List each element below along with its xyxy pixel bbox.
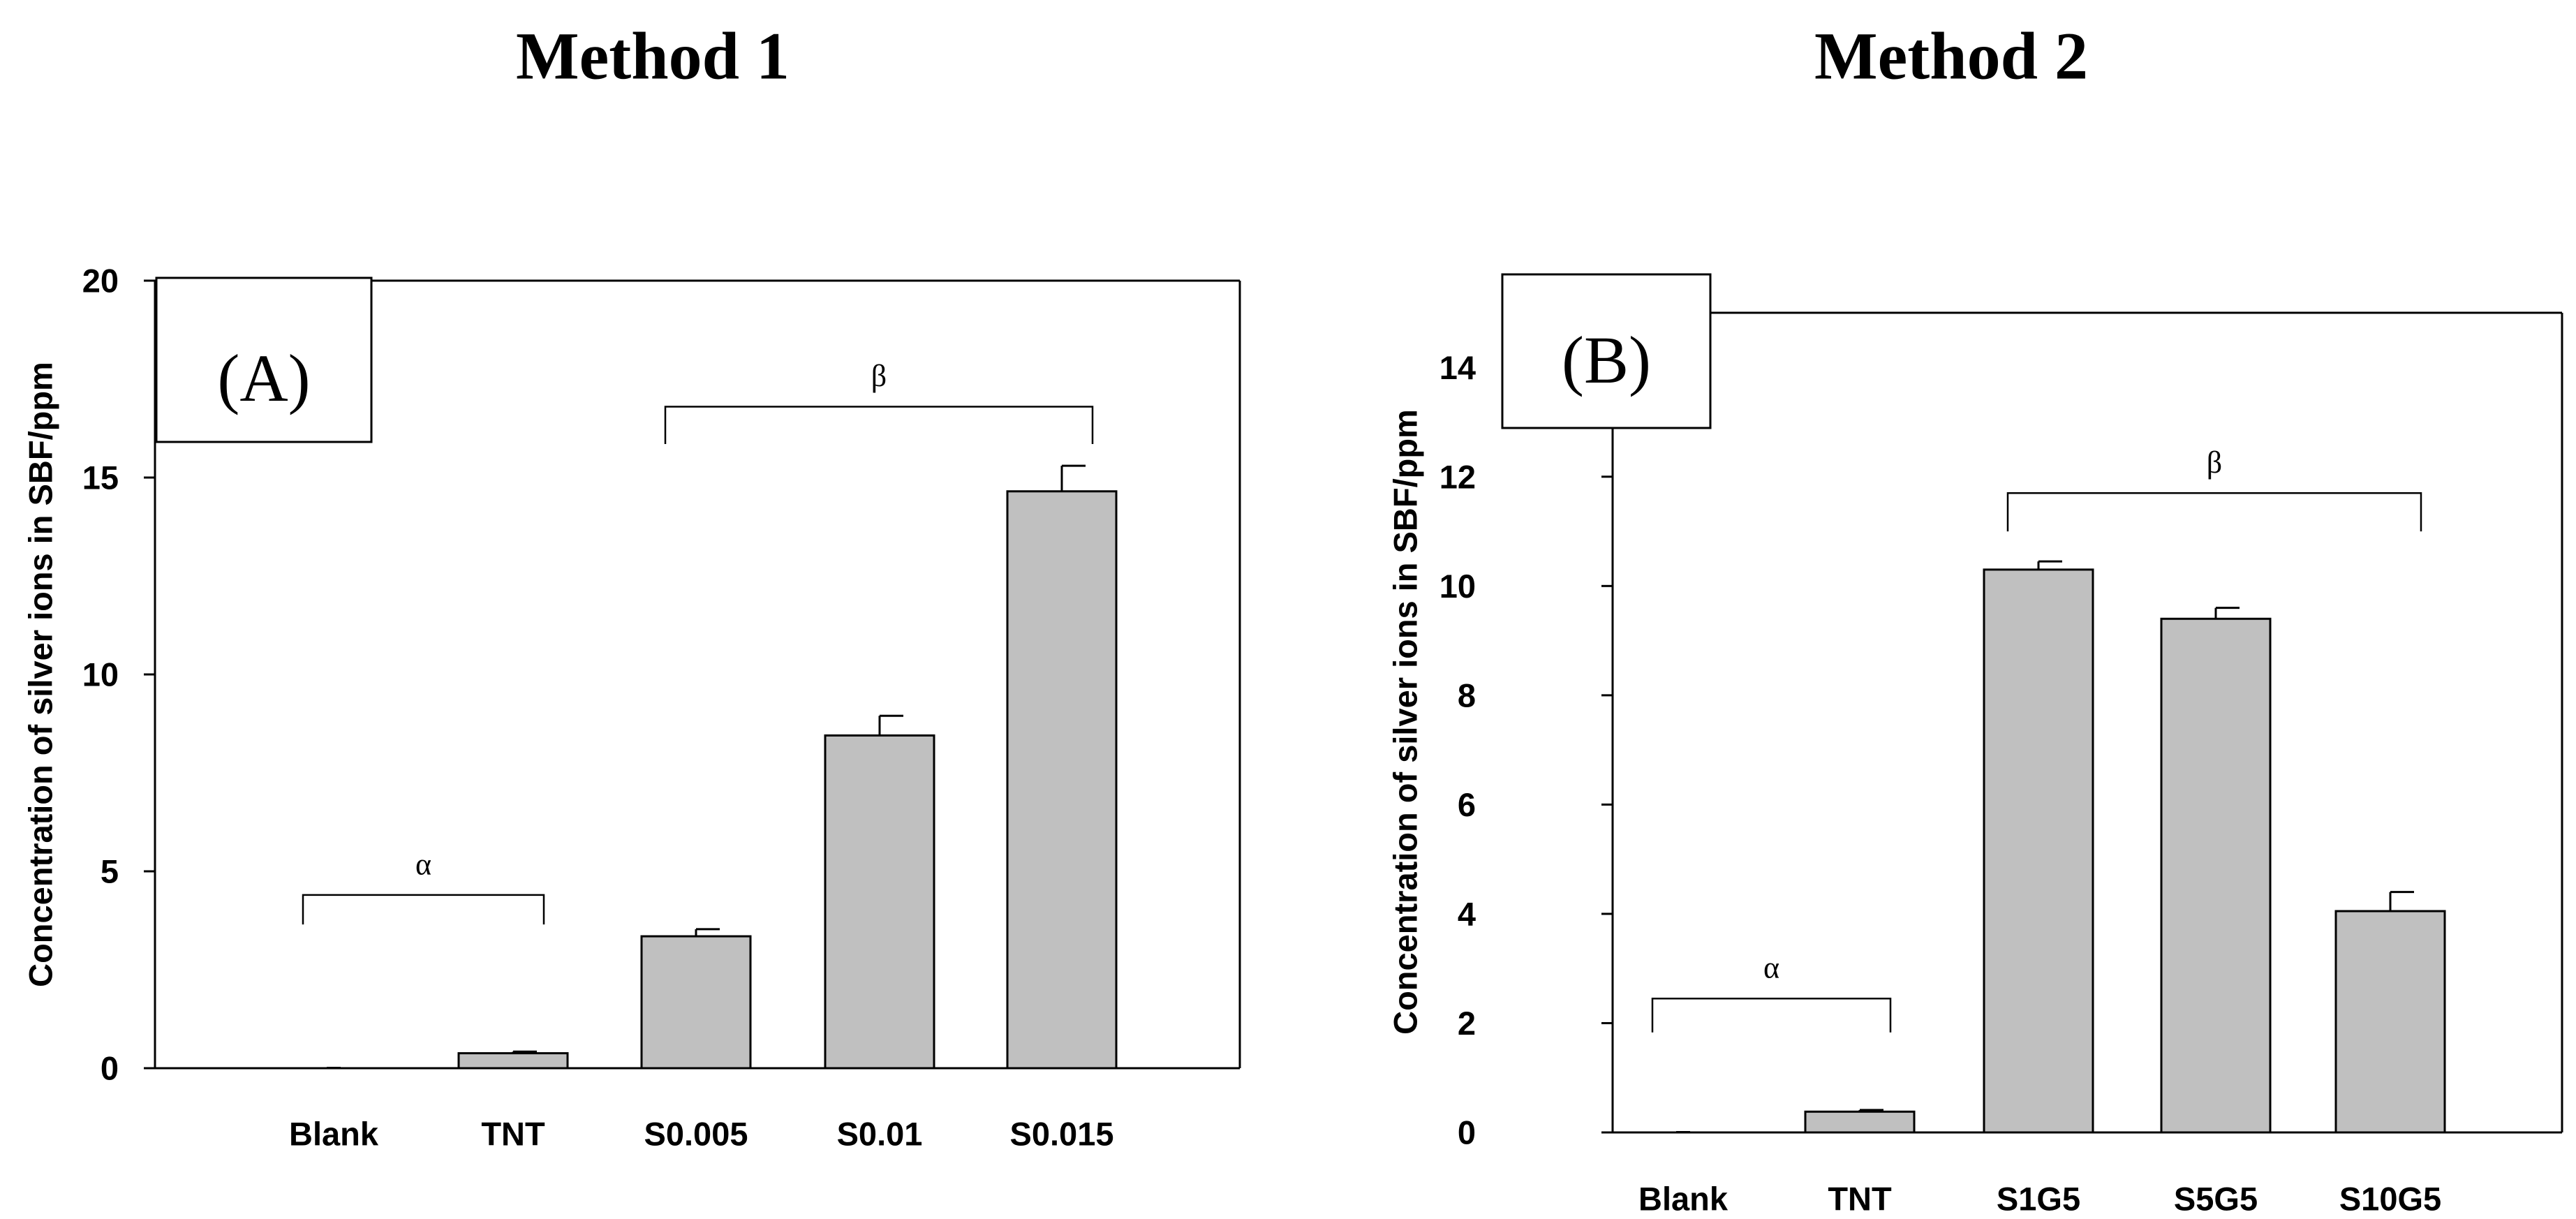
y-tick-label: 10	[82, 656, 119, 693]
x-tick-label: S0.005	[644, 1116, 748, 1153]
significance-symbol: β	[871, 359, 887, 393]
y-tick-label: 15	[82, 459, 119, 496]
x-tick-label: S5G5	[2174, 1181, 2258, 1218]
bar	[457, 1052, 569, 1070]
y-tick-label: 6	[1458, 786, 1476, 823]
y-tick-label: 2	[1458, 1005, 1476, 1042]
y-tick-label: 0	[1458, 1114, 1476, 1151]
bar	[1006, 490, 1118, 1070]
y-tick-label: 10	[1439, 568, 1476, 605]
x-tick-label: S0.01	[837, 1116, 923, 1153]
chart-method-1: Method 1 0 5 10 15 20 Concentration of silver …	[22, 19, 1241, 1153]
y-tick-label: 14	[1439, 349, 1476, 386]
chart-title: Method 2	[1814, 19, 2088, 94]
x-tick-label: Blank	[289, 1116, 379, 1153]
bar	[1804, 1110, 1916, 1134]
x-tick-label: S10G5	[2339, 1181, 2441, 1218]
y-tick-label: 20	[82, 263, 119, 300]
panel-label-box	[1501, 273, 1712, 429]
bar	[1983, 568, 2094, 1134]
panel-label: (A)	[217, 341, 310, 415]
y-tick-label: 12	[1439, 458, 1476, 495]
chart-title: Method 1	[516, 19, 790, 94]
panel-label: (B)	[1562, 323, 1651, 397]
significance-symbol: β	[2207, 445, 2222, 480]
x-tick-label: TNT	[1828, 1181, 1892, 1218]
y-tick-label: 5	[101, 853, 119, 890]
y-axis-label: Concentration of silver ions in SBF/ppm	[1387, 409, 1424, 1035]
bar	[824, 734, 935, 1070]
x-tick-label: TNT	[481, 1116, 545, 1153]
panel-label-box	[155, 276, 373, 443]
x-tick-label: S1G5	[1997, 1181, 2080, 1218]
y-tick-label: 8	[1458, 677, 1476, 714]
chart-method-2: Method 2 0 2 4 6 8 10 12 14 Concentration of silv…	[1387, 19, 2563, 1218]
significance-bracket	[302, 894, 545, 925]
y-tick-label: 4	[1458, 895, 1476, 932]
bar	[640, 935, 752, 1070]
significance-bracket	[1651, 997, 1892, 1033]
bar	[2160, 617, 2272, 1134]
x-tick-label: S0.015	[1010, 1116, 1114, 1153]
bar	[2334, 910, 2446, 1134]
significance-symbol: α	[1763, 951, 1779, 985]
y-tick-label: 0	[101, 1050, 119, 1087]
significance-bracket	[664, 406, 1094, 445]
x-tick-label: Blank	[1638, 1181, 1729, 1218]
y-axis-label: Concentration of silver ions in SBF/ppm	[22, 362, 59, 987]
significance-symbol: α	[415, 847, 431, 881]
significance-bracket	[2006, 492, 2422, 532]
